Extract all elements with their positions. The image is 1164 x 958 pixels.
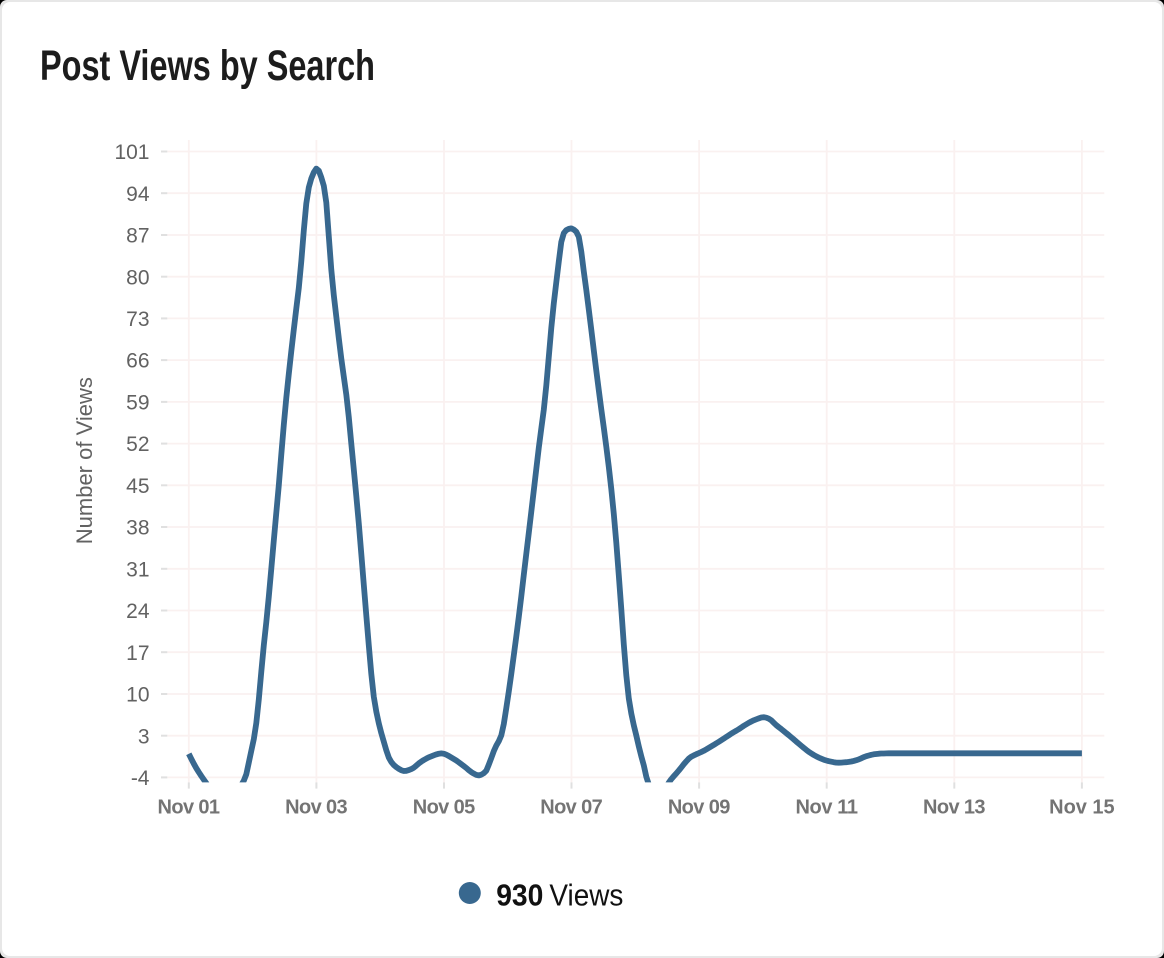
- svg-text:17: 17: [126, 642, 149, 665]
- svg-text:45: 45: [126, 475, 149, 498]
- svg-text:94: 94: [126, 183, 150, 206]
- svg-text:3: 3: [138, 725, 150, 748]
- svg-text:930: 930: [496, 878, 543, 913]
- svg-text:Post Views by Search: Post Views by Search: [40, 42, 375, 90]
- svg-text:Nov 03: Nov 03: [285, 797, 348, 819]
- svg-text:Nov 15: Nov 15: [1049, 797, 1115, 819]
- svg-text:101: 101: [114, 141, 149, 164]
- svg-text:59: 59: [126, 392, 149, 415]
- svg-text:Number of Views: Number of Views: [72, 377, 97, 544]
- svg-text:-4: -4: [131, 767, 150, 790]
- svg-text:38: 38: [126, 517, 149, 540]
- svg-text:Nov 05: Nov 05: [413, 797, 476, 819]
- svg-text:Nov 11: Nov 11: [795, 797, 858, 819]
- svg-text:52: 52: [126, 433, 149, 456]
- svg-text:Nov 13: Nov 13: [923, 797, 986, 819]
- svg-text:Nov 09: Nov 09: [668, 797, 731, 819]
- svg-text:87: 87: [126, 225, 149, 248]
- svg-text:Views: Views: [549, 878, 623, 913]
- svg-text:Nov 01: Nov 01: [158, 797, 221, 819]
- svg-text:10: 10: [126, 684, 149, 707]
- svg-text:73: 73: [126, 308, 149, 331]
- svg-text:24: 24: [126, 600, 150, 623]
- svg-text:31: 31: [126, 558, 149, 581]
- svg-text:66: 66: [126, 350, 149, 373]
- svg-text:Nov 07: Nov 07: [540, 797, 603, 819]
- svg-text:80: 80: [126, 266, 149, 289]
